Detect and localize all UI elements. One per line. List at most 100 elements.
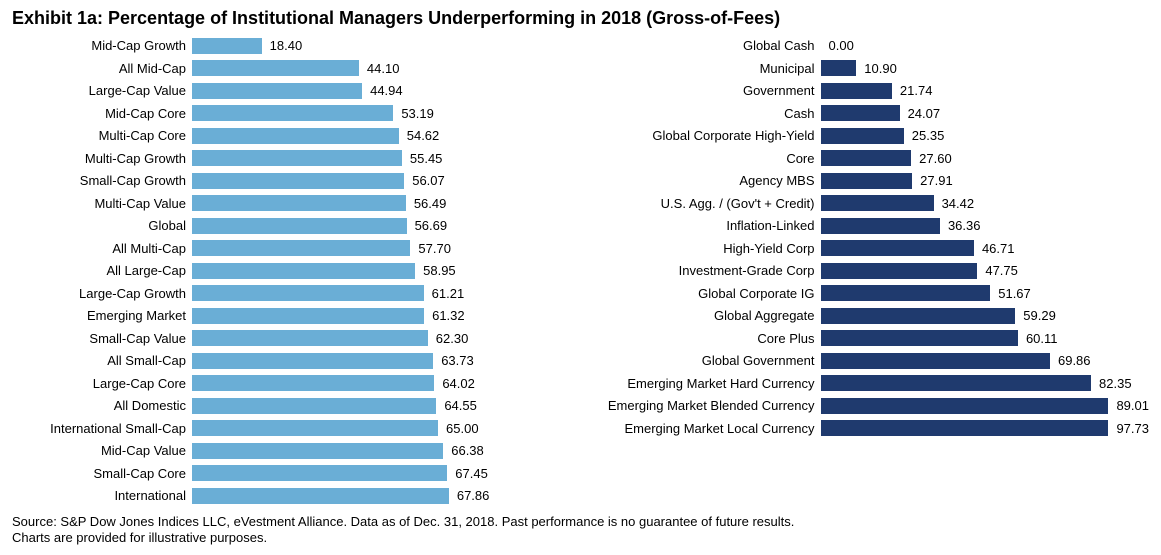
bar-label: International — [12, 488, 192, 503]
bar-value: 56.07 — [404, 173, 445, 188]
bar-row: High-Yield Corp 46.71 — [591, 238, 1150, 259]
bar-fill — [192, 218, 407, 234]
bar-label: Emerging Market Local Currency — [591, 421, 821, 436]
bar-value: 65.00 — [438, 421, 479, 436]
bar-label: Agency MBS — [591, 173, 821, 188]
bar-row: Core27.60 — [591, 148, 1150, 169]
bar-track: 61.21 — [192, 285, 571, 301]
bar-row: All Large-Cap58.95 — [12, 260, 571, 281]
bar-label: Global Cash — [591, 38, 821, 53]
bar-track: 10.90 — [821, 60, 1150, 76]
bar-value: 55.45 — [402, 151, 443, 166]
bar-value: 10.90 — [856, 61, 897, 76]
bar-value: 89.01 — [1108, 398, 1149, 413]
bar-row: Mid-Cap Growth18.40 — [12, 35, 571, 56]
bar-row: Small-Cap Core67.45 — [12, 463, 571, 484]
bar-fill — [821, 105, 900, 121]
bar-row: Emerging Market Hard Currency82.35 — [591, 373, 1150, 394]
bar-value: 61.32 — [424, 308, 465, 323]
bar-fill — [192, 420, 438, 436]
bar-label: Small-Cap Core — [12, 466, 192, 481]
bar-fill — [821, 128, 904, 144]
bar-fill — [192, 353, 433, 369]
bar-label: International Small-Cap — [12, 421, 192, 436]
bar-fill — [192, 488, 449, 504]
bar-label: Multi-Cap Value — [12, 196, 192, 211]
bar-row: All Multi-Cap57.70 — [12, 238, 571, 259]
bar-fill — [192, 398, 436, 414]
bar-label: High-Yield Corp — [591, 241, 821, 256]
bar-track: 27.60 — [821, 150, 1150, 166]
bar-fill — [192, 330, 428, 346]
bar-track: 44.10 — [192, 60, 571, 76]
bar-label: Large-Cap Value — [12, 83, 192, 98]
bar-fill — [821, 150, 912, 166]
bar-label: Inflation-Linked — [591, 218, 821, 233]
bar-fill — [192, 60, 359, 76]
bar-value: 47.75 — [977, 263, 1018, 278]
bar-fill — [192, 83, 362, 99]
bar-value: 53.19 — [393, 106, 434, 121]
bar-track: 21.74 — [821, 83, 1150, 99]
bar-track: 66.38 — [192, 443, 571, 459]
bar-label: Global Aggregate — [591, 308, 821, 323]
source-line-1: Source: S&P Dow Jones Indices LLC, eVest… — [12, 514, 1149, 531]
bar-row: Multi-Cap Growth55.45 — [12, 148, 571, 169]
bar-track: 54.62 — [192, 128, 571, 144]
bar-track: 36.36 — [821, 218, 1150, 234]
bar-label: Municipal — [591, 61, 821, 76]
bar-row: Core Plus60.11 — [591, 328, 1150, 349]
bar-fill — [192, 173, 404, 189]
bar-value: 46.71 — [974, 241, 1015, 256]
bar-row: Small-Cap Value62.30 — [12, 328, 571, 349]
bar-value: 61.21 — [424, 286, 465, 301]
bar-row: Mid-Cap Core53.19 — [12, 103, 571, 124]
bar-fill — [192, 443, 443, 459]
bar-value: 21.74 — [892, 83, 933, 98]
bar-track: 18.40 — [192, 38, 571, 54]
bar-label: Investment-Grade Corp — [591, 263, 821, 278]
bar-track: 57.70 — [192, 240, 571, 256]
bar-value: 25.35 — [904, 128, 945, 143]
bar-value: 44.10 — [359, 61, 400, 76]
bar-value: 66.38 — [443, 443, 484, 458]
bar-track: 89.01 — [821, 398, 1150, 414]
bar-track: 67.45 — [192, 465, 571, 481]
bar-fill — [821, 420, 1109, 436]
bar-row: Mid-Cap Value66.38 — [12, 440, 571, 461]
bar-label: Large-Cap Core — [12, 376, 192, 391]
bar-label: Global Government — [591, 353, 821, 368]
bar-row: Large-Cap Core64.02 — [12, 373, 571, 394]
bar-row: All Domestic64.55 — [12, 395, 571, 416]
bar-row: Emerging Market Blended Currency 89.01 — [591, 395, 1150, 416]
bar-track: 27.91 — [821, 173, 1150, 189]
bar-row: International67.86 — [12, 485, 571, 506]
bar-value: 56.49 — [406, 196, 447, 211]
bar-fill — [821, 83, 892, 99]
bar-track: 55.45 — [192, 150, 571, 166]
bar-row: Global Government69.86 — [591, 350, 1150, 371]
bar-fill — [192, 308, 424, 324]
bar-track: 46.71 — [821, 240, 1150, 256]
bar-fill — [192, 263, 415, 279]
bar-track: 58.95 — [192, 263, 571, 279]
bar-row: Agency MBS 27.91 — [591, 170, 1150, 191]
fixed-income-underperformance-chart: Global Cash0.00Municipal10.90Government2… — [591, 35, 1150, 508]
bar-label: Emerging Market Blended Currency — [591, 398, 821, 413]
bar-row: Large-Cap Growth61.21 — [12, 283, 571, 304]
bar-label: Global Corporate IG — [591, 286, 821, 301]
bar-track: 67.86 — [192, 488, 571, 504]
bar-label: Small-Cap Growth — [12, 173, 192, 188]
bar-row: Investment-Grade Corp 47.75 — [591, 260, 1150, 281]
bar-label: Core — [591, 151, 821, 166]
bar-track: 82.35 — [821, 375, 1150, 391]
bar-label: Mid-Cap Growth — [12, 38, 192, 53]
bar-fill — [192, 240, 410, 256]
bar-track: 65.00 — [192, 420, 571, 436]
bar-fill — [821, 398, 1109, 414]
bar-row: Large-Cap Value44.94 — [12, 80, 571, 101]
charts-container: Mid-Cap Growth18.40All Mid-Cap44.10Large… — [12, 35, 1149, 508]
bar-fill — [821, 285, 991, 301]
bar-label: All Mid-Cap — [12, 61, 192, 76]
bar-value: 27.91 — [912, 173, 953, 188]
